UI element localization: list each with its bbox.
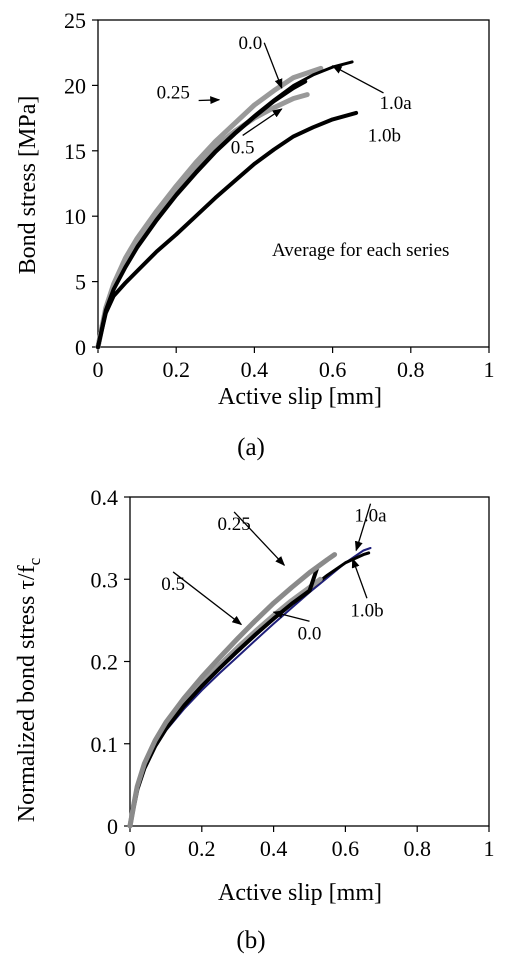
series-arrow-1_0a-a	[331, 65, 384, 94]
y-tick-label-b: 0.1	[91, 732, 119, 757]
series-label-0_25-b: 0.25	[217, 514, 250, 535]
x-tick-label-b: 1	[484, 836, 495, 861]
series-label-0_25-a: 0.25	[157, 82, 190, 103]
series-label-1_0a-b: 1.0a	[354, 506, 387, 527]
series-line-1_0b-b	[128, 567, 319, 828]
series-arrow-0_25-a	[198, 96, 221, 105]
series-arrow-1_0a-b	[354, 503, 372, 552]
y-tick-label-b: 0	[107, 814, 118, 839]
x-tick-label-b: 0	[125, 836, 136, 861]
x-tick-label-b: 0.2	[188, 836, 216, 861]
series-arrow-1_0b-b	[351, 557, 368, 599]
series-line-1_0a-a	[96, 60, 354, 349]
y-tick-label-a: 15	[64, 139, 86, 164]
x-tick-label-a: 0.6	[319, 357, 347, 382]
series-line-0_25-a	[95, 92, 310, 350]
y-axis-label-b-sub: c	[25, 557, 44, 565]
series-label-0_5-b: 0.5	[161, 574, 185, 595]
x-tick-label-b: 0.4	[260, 836, 288, 861]
y-axis-label-a: Bond stress [MPa]	[15, 96, 41, 275]
plot-frame-a	[97, 19, 490, 348]
y-tick-label-b: 0.3	[91, 567, 119, 592]
y-tick-label-b: 0.2	[91, 650, 119, 675]
series-line-1_0b-a	[96, 110, 359, 349]
series-arrow-0_0-b	[272, 610, 310, 622]
x-axis-label-a: Active slip [mm]	[218, 384, 382, 410]
series-arrow-0_5-a	[242, 108, 283, 136]
series-arrow-0_0-a	[263, 42, 283, 89]
y-tick-label-a: 20	[64, 73, 86, 98]
y-tick-label-a: 25	[64, 8, 86, 33]
panel-label-a: (a)	[237, 434, 265, 461]
y-tick-label-a: 10	[64, 204, 86, 229]
x-tick-label-a: 0.2	[162, 357, 190, 382]
series-label-1_0b-b: 1.0b	[350, 600, 383, 621]
y-tick-label-a: 0	[75, 335, 86, 360]
series-label-0_0-a: 0.0	[238, 33, 262, 54]
x-tick-label-b: 0.6	[332, 836, 360, 861]
y-axis-label-b-main: Normalized bond stress τ/f	[14, 565, 40, 822]
series-arrow-0_25-b	[233, 511, 286, 566]
series-label-1_0a-a: 1.0a	[380, 93, 413, 114]
chart-panel-a: 0 0.2 0.4 0.6 0.8 105101520250.00.250.51.0a1.…	[64, 8, 495, 382]
x-axis-label-b: Active slip [mm]	[218, 880, 382, 906]
y-tick-label-b: 0.4	[91, 485, 119, 510]
x-tick-label-a: 1	[484, 357, 495, 382]
series-label-1_0b-a: 1.0b	[368, 126, 401, 147]
annotation-average-note: Average for each series	[272, 240, 449, 261]
plot-frame-b	[129, 496, 490, 827]
x-tick-label-a: 0.4	[241, 357, 269, 382]
series-label-0_5-a: 0.5	[231, 137, 255, 158]
chart-panel-b: 0 0.2 0.4 0.6 0.8 1 0 0.1 0.2 0.3 0.4 0.25 1.0a 0.5 1.…	[91, 485, 495, 861]
panel-label-b: (b)	[236, 927, 265, 954]
series-line-0_0-a	[95, 65, 324, 350]
x-tick-label-a: 0	[93, 357, 104, 382]
series-line-0_25-b	[127, 552, 338, 829]
y-tick-label-a: 5	[75, 270, 86, 295]
y-axis-label-b: Normalized bond stress τ/fc	[14, 557, 44, 822]
series-label-0_0-b: 0.0	[298, 623, 322, 644]
series-line-0_5-a	[96, 79, 308, 349]
x-tick-label-a: 0.8	[397, 357, 425, 382]
series-arrow-0_5-b	[172, 571, 243, 626]
x-tick-label-b: 0.8	[403, 836, 431, 861]
